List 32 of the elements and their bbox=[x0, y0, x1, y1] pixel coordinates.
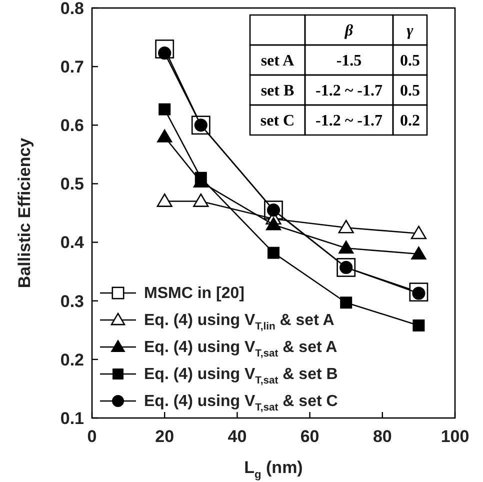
y-tick-label: 0.3 bbox=[60, 292, 84, 311]
y-tick-label: 0.7 bbox=[60, 58, 84, 77]
legend-label: Eq. (4) using V$_{T,sat}$ & set B bbox=[144, 366, 338, 387]
x-tick-label: 0 bbox=[87, 427, 97, 446]
x-tick-label: 20 bbox=[155, 427, 174, 446]
legend-label: Eq. (4) using V$_{T,sat}$ & set C bbox=[144, 392, 338, 414]
annotation: set A bbox=[260, 52, 295, 70]
annotation: -1.2 ~ -1.7 bbox=[316, 112, 382, 130]
y-axis-title: Ballistic Efficiency bbox=[15, 137, 34, 288]
y-tick-label: 0.4 bbox=[60, 233, 85, 252]
annotation: set C bbox=[260, 112, 295, 130]
annotation: 0.5 bbox=[400, 82, 420, 100]
x-tick-label: 100 bbox=[440, 427, 470, 446]
legend-label: Eq. (4) using V$_{T,sat}$ & set A bbox=[144, 338, 338, 360]
legend-label: MSMC in [20] bbox=[144, 284, 244, 302]
x-tick-label: 80 bbox=[372, 427, 392, 446]
y-tick-label: 0.5 bbox=[60, 174, 84, 194]
annotation: -1.2 ~ -1.7 bbox=[316, 82, 382, 100]
annotation: 0.5 bbox=[400, 52, 420, 70]
annotation: β bbox=[344, 22, 354, 40]
x-tick-label: 40 bbox=[228, 427, 247, 446]
annotation: 0.2 bbox=[400, 112, 420, 130]
y-tick-label: 0.1 bbox=[60, 408, 84, 428]
legend-label: Eq. (4) using V$_{T,lin}$ & set A bbox=[144, 312, 335, 333]
annotation: γ bbox=[406, 22, 414, 40]
x-axis-title: L$_{g}$ (nm) bbox=[244, 458, 303, 482]
x-tick-label: 60 bbox=[300, 427, 320, 446]
y-tick-label: 0.2 bbox=[60, 350, 84, 370]
y-tick-label: 0.8 bbox=[60, 0, 84, 18]
y-tick-label: 0.6 bbox=[60, 116, 84, 136]
annotation: set B bbox=[260, 82, 294, 100]
annotation: -1.5 bbox=[336, 52, 362, 70]
